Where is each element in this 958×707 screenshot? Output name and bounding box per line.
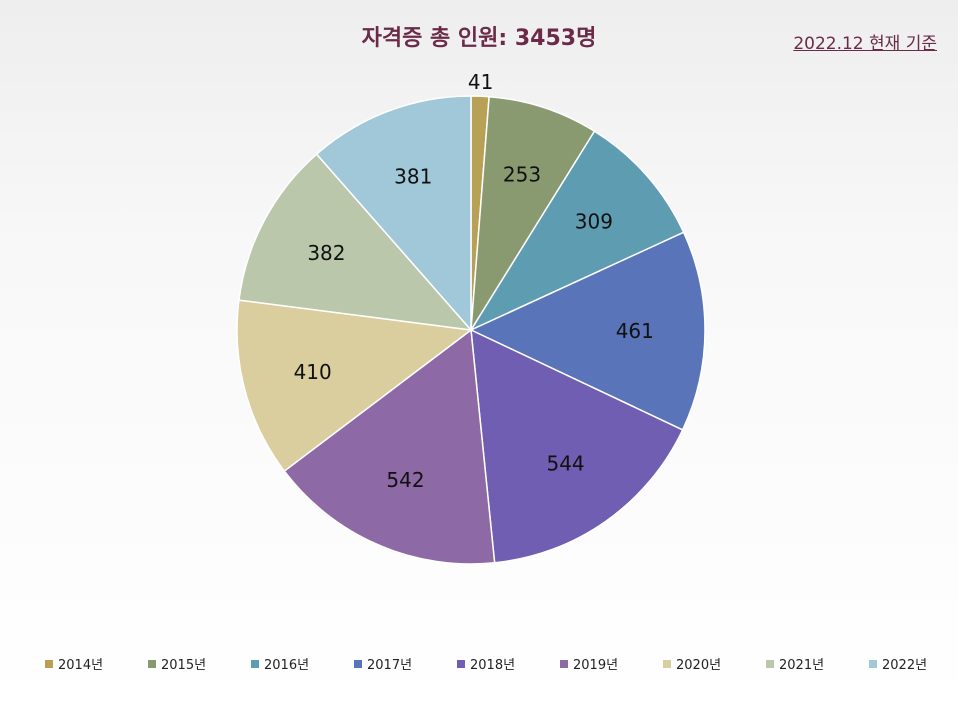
data-label-2015년: 253 bbox=[503, 162, 541, 186]
data-label-2014년: 41 bbox=[468, 70, 493, 94]
legend-item-2020년: 2020년 bbox=[663, 654, 721, 673]
data-label-2017년: 461 bbox=[616, 319, 654, 343]
legend-swatch bbox=[45, 659, 53, 668]
legend-swatch bbox=[663, 659, 671, 668]
pie-slice-2019년 bbox=[283, 328, 496, 565]
legend-label: 2018년 bbox=[470, 658, 516, 673]
legend-swatch bbox=[560, 659, 568, 668]
pie-slice-2015년 bbox=[470, 95, 596, 331]
legend-item-2019년: 2019년 bbox=[560, 654, 618, 673]
legend-swatch bbox=[251, 659, 259, 668]
data-label-2020년: 410 bbox=[294, 360, 332, 384]
legend-item-2014년: 2014년 bbox=[45, 654, 103, 673]
pie-slice-2022년 bbox=[315, 95, 472, 332]
pie-slice-2017년 bbox=[469, 231, 706, 431]
legend-item-2022년: 2022년 bbox=[869, 654, 927, 673]
legend-label: 2014년 bbox=[58, 658, 104, 673]
data-label-2019년: 542 bbox=[386, 468, 424, 492]
legend-item-2015년: 2015년 bbox=[148, 654, 206, 673]
pie-slice-2020년 bbox=[236, 299, 473, 473]
legend-label: 2016년 bbox=[264, 658, 310, 673]
legend-item-2021년: 2021년 bbox=[766, 654, 824, 673]
data-label-2021년: 382 bbox=[307, 241, 345, 265]
legend-label: 2021년 bbox=[779, 658, 825, 673]
legend-label: 2017년 bbox=[367, 658, 413, 673]
legend-label: 2019년 bbox=[573, 658, 619, 673]
legend-item-2018년: 2018년 bbox=[457, 654, 515, 673]
legend-swatch bbox=[766, 659, 774, 668]
pie-slice-2016년 bbox=[469, 130, 685, 332]
data-label-2018년: 544 bbox=[546, 452, 584, 476]
chart-title: 자격증 총 인원: 3453명 bbox=[361, 26, 597, 51]
legend-label: 2022년 bbox=[882, 658, 928, 673]
data-label-2022년: 381 bbox=[394, 165, 432, 189]
legend-swatch bbox=[869, 659, 877, 668]
legend-item-2016년: 2016년 bbox=[251, 654, 309, 673]
legend-label: 2015년 bbox=[161, 658, 207, 673]
chart-date-note: 2022.12 현재 기준 bbox=[793, 34, 937, 54]
pie-slice-2021년 bbox=[238, 153, 473, 331]
data-label-2016년: 309 bbox=[575, 210, 613, 234]
legend-swatch bbox=[457, 659, 465, 668]
legend-item-2017년: 2017년 bbox=[354, 654, 412, 673]
chart-legend: 2014년 2015년 2016년 2017년 2018년 2019년 2020년 2021년… bbox=[0, 654, 958, 678]
pie-slice-2018년 bbox=[470, 328, 684, 564]
legend-label: 2020년 bbox=[676, 658, 722, 673]
legend-swatch bbox=[354, 659, 362, 668]
legend-swatch bbox=[148, 659, 156, 668]
